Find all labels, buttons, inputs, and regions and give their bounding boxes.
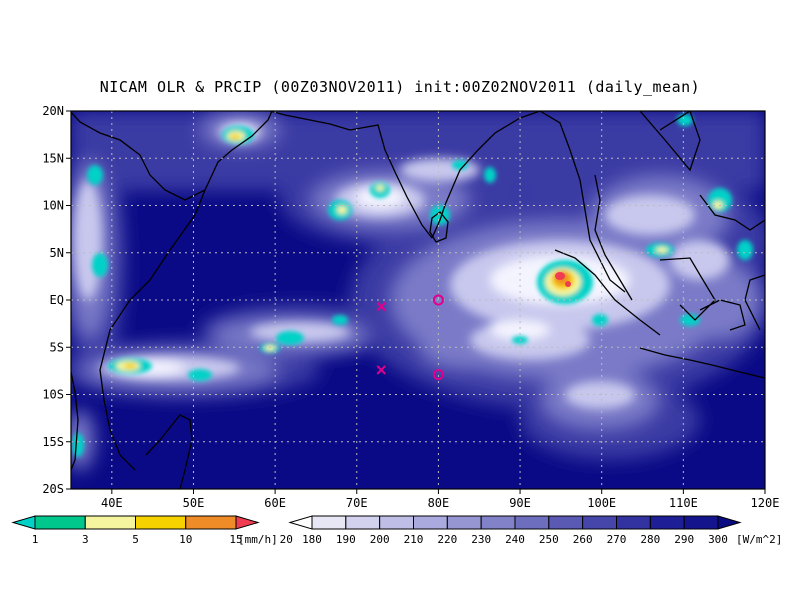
olr-colorbar-swatch bbox=[514, 515, 550, 530]
precip-colorbar-swatch bbox=[185, 515, 237, 530]
cross-marker bbox=[376, 301, 386, 312]
lon-tick-label: 80E bbox=[428, 496, 450, 510]
lat-tick-label: 20S bbox=[42, 482, 64, 496]
olr-colorbar-swatch bbox=[446, 515, 482, 530]
lat-tick-label: 20N bbox=[42, 104, 64, 118]
olr-colorbar-label: 300 bbox=[708, 533, 728, 546]
olr-colorbar-label: 190 bbox=[336, 533, 356, 546]
olr-colorbar-label: 280 bbox=[640, 533, 660, 546]
olr-colorbar-swatch bbox=[345, 515, 381, 530]
olr-colorbar-label: 290 bbox=[674, 533, 694, 546]
lon-tick-label: 60E bbox=[264, 496, 286, 510]
lon-tick-label: 50E bbox=[183, 496, 205, 510]
precip-colorbar-swatch bbox=[135, 515, 187, 530]
olr-colorbar: 180 190 200 210 220 230 240 250 260 270 280 290 300 [… bbox=[288, 515, 782, 546]
olr-colorbar-low-extend bbox=[288, 515, 313, 530]
olr-colorbar-label: 220 bbox=[437, 533, 457, 546]
olr-colorbar-label: 270 bbox=[607, 533, 627, 546]
olr-colorbar-label: 200 bbox=[370, 533, 390, 546]
precip-colorbar: 1 3 5 10 15 20[mm/h] bbox=[11, 515, 293, 546]
lon-tick-label: 100E bbox=[587, 496, 616, 510]
olr-colorbar-label: 240 bbox=[505, 533, 525, 546]
olr-colorbar-unit: [W/m^2] bbox=[736, 533, 782, 546]
gridlines bbox=[71, 111, 765, 489]
olr-colorbar-label: 230 bbox=[471, 533, 491, 546]
precip-colorbar-low-extend bbox=[11, 515, 36, 530]
lon-tick-label: 120E bbox=[751, 496, 780, 510]
olr-colorbar-swatch bbox=[616, 515, 651, 530]
lat-tick-label: 10S bbox=[42, 388, 64, 402]
precip-colorbar-swatch bbox=[34, 515, 86, 530]
olr-colorbar-label: 250 bbox=[539, 533, 559, 546]
lat-tick-label: 5S bbox=[50, 340, 64, 354]
olr-colorbar-swatch bbox=[413, 515, 448, 530]
lat-tick-label: 15S bbox=[42, 435, 64, 449]
coastlines bbox=[71, 111, 765, 489]
precip-colorbar-label: 15 bbox=[229, 533, 242, 546]
olr-colorbar-swatch bbox=[311, 515, 347, 530]
lat-tick-label: EQ bbox=[50, 293, 64, 307]
map-title: NICAM OLR & PRCIP (00Z03NOV2011) init:00… bbox=[99, 78, 701, 96]
precip-colorbar-label: 1 bbox=[32, 533, 39, 546]
olr-colorbar-swatch bbox=[683, 515, 719, 530]
precip-colorbar-label: 10 bbox=[179, 533, 192, 546]
olr-colorbar-label: 210 bbox=[404, 533, 424, 546]
olr-colorbar-swatch bbox=[548, 515, 584, 530]
axis-ticks: 20N 15N 10N 5N EQ 5S 10S 15S 20S 40E 50E 60E 70E 80E 9… bbox=[42, 104, 779, 510]
olr-colorbar-label: 260 bbox=[573, 533, 593, 546]
lat-tick-label: 15N bbox=[42, 151, 64, 165]
lon-tick-label: 40E bbox=[101, 496, 123, 510]
marker-layer bbox=[376, 294, 444, 381]
circle-marker bbox=[432, 294, 444, 306]
olr-colorbar-swatch bbox=[480, 515, 516, 530]
olr-colorbar-swatch bbox=[582, 515, 618, 530]
lat-tick-label: 10N bbox=[42, 199, 64, 213]
precip-colorbar-unit: [mm/h] bbox=[238, 533, 278, 546]
map-panel: 20N 15N 10N 5N EQ 5S 10S 15S 20S 40E 50E 60E 70E 80E 9… bbox=[42, 104, 779, 510]
olr-colorbar-swatch bbox=[379, 515, 414, 530]
precip-colorbar-label: 5 bbox=[132, 533, 139, 546]
cross-marker bbox=[376, 365, 386, 375]
olr-colorbar-high-extend bbox=[717, 515, 742, 530]
circle-marker bbox=[432, 369, 444, 381]
lon-tick-label: 110E bbox=[669, 496, 698, 510]
lon-tick-label: 90E bbox=[509, 496, 531, 510]
precip-colorbar-high-extend bbox=[235, 515, 260, 530]
lon-tick-label: 70E bbox=[346, 496, 368, 510]
lat-tick-label: 5N bbox=[50, 246, 64, 260]
olr-colorbar-swatch bbox=[649, 515, 685, 530]
olr-colorbar-label: 180 bbox=[302, 533, 322, 546]
precip-colorbar-label: 20 bbox=[280, 533, 293, 546]
precip-field bbox=[72, 114, 753, 457]
precip-colorbar-label: 3 bbox=[82, 533, 89, 546]
precip-colorbar-swatch bbox=[84, 515, 136, 530]
